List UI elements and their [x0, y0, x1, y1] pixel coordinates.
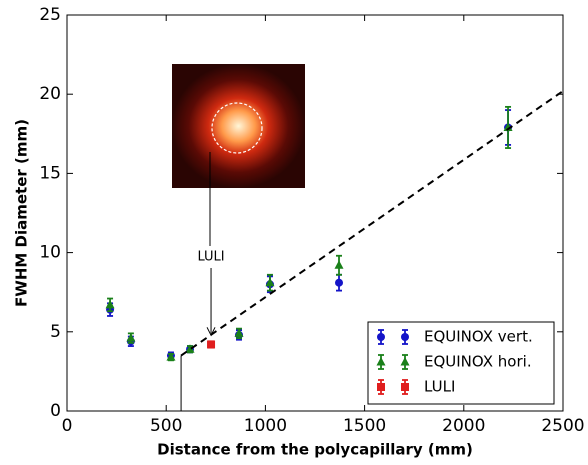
y-tick-label: 10 — [39, 243, 61, 263]
x-axis-label: Distance from the polycapillary (mm) — [157, 441, 473, 459]
inset-image — [172, 64, 305, 188]
annotation: LULI — [197, 250, 224, 265]
y-tick-label: 15 — [39, 163, 61, 183]
legend-marker — [401, 333, 409, 341]
legend-label: EQUINOX vert. — [424, 328, 533, 346]
y-tick-label: 0 — [50, 401, 61, 421]
legend-marker — [377, 383, 385, 391]
y-tick-label: 20 — [39, 84, 61, 104]
x-tick-label: 2000 — [442, 416, 485, 436]
x-tick-label: 500 — [150, 416, 182, 436]
point — [126, 333, 135, 342]
point — [207, 340, 215, 348]
point — [335, 260, 344, 269]
y-tick-label: 25 — [39, 5, 61, 25]
point — [335, 279, 343, 287]
legend-marker — [401, 383, 409, 391]
x-tick-label: 0 — [62, 416, 73, 436]
y-tick-label: 5 — [50, 322, 61, 342]
x-tick-label: 1000 — [244, 416, 287, 436]
point — [106, 300, 115, 309]
legend-label: EQUINOX hori. — [424, 353, 532, 371]
x-tick-label: 2500 — [541, 416, 584, 436]
legend-marker — [377, 333, 385, 341]
legend-label: LULI — [424, 378, 455, 396]
chart: Distance from the polycapillary (mm) FWH… — [0, 0, 588, 461]
x-tick-label: 1500 — [343, 416, 386, 436]
y-axis-label: FWHM Diameter (mm) — [13, 119, 31, 307]
